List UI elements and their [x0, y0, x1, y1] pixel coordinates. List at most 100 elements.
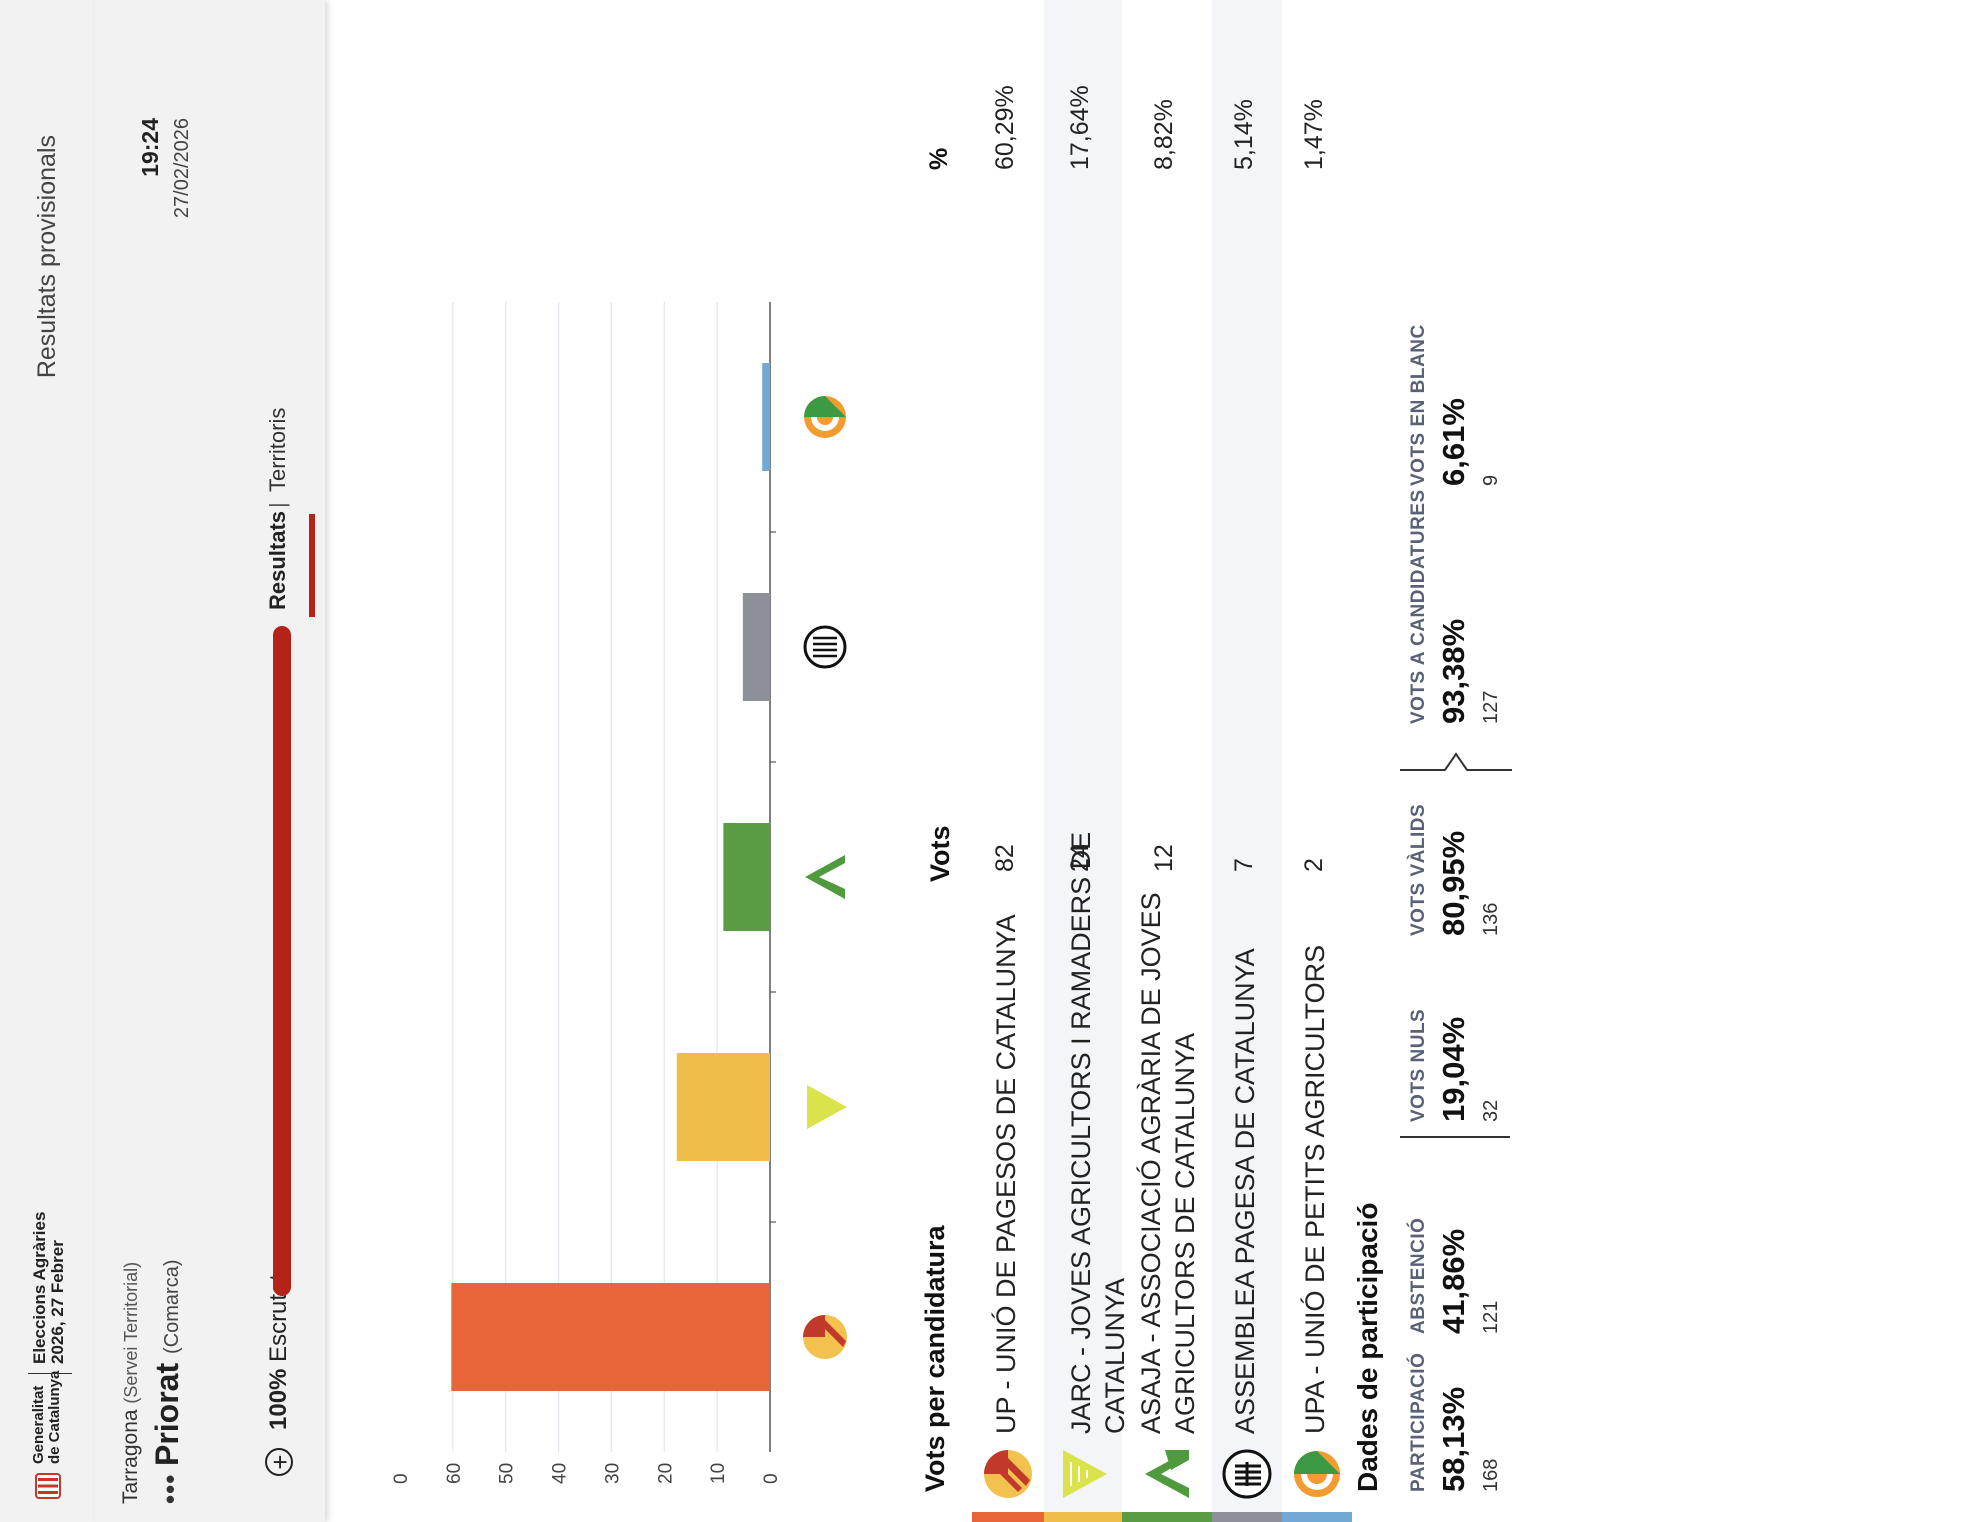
stat-count: 32 [1480, 1099, 1502, 1122]
jarc-logo-icon [1063, 1450, 1107, 1498]
app-title-line-1: Eleccions Agràries [30, 1211, 49, 1364]
candidate-votes: 82 [991, 844, 1019, 872]
stat-label: VOTS A CANDIDATURES [1408, 489, 1429, 724]
votes-bar-chart: 0 10 20 30 40 50 60 0 [391, 302, 847, 1484]
assemblea-logo-icon [803, 625, 847, 669]
comarca-name: Priorat [149, 1362, 185, 1466]
legend-color-assemblea [1212, 1512, 1282, 1522]
candidate-name: UPA - UNIÓ DE PETITS AGRICULTORS [1300, 944, 1330, 1434]
upa-logo-icon [1294, 1451, 1340, 1497]
app-title: Eleccions Agràries 2026, 27 Febrer [30, 1211, 67, 1364]
stat-percent: 19,04% [1436, 1016, 1471, 1122]
app-title-line-2: 2026, 27 Febrer [48, 1240, 67, 1364]
scrutiny-status: 100% Escrutat [265, 1274, 293, 1430]
legend-color-up [972, 1512, 1044, 1522]
tab-results[interactable]: Resultats [265, 510, 290, 610]
votes-section-title: Vots per candidatura [920, 1225, 950, 1492]
more-options-icon[interactable]: ••• [155, 1473, 185, 1504]
chart-bar [723, 823, 771, 931]
candidate-votes: 7 [1230, 858, 1258, 872]
percent-column-header: % [925, 147, 953, 170]
participation-title: Dades de participació [1352, 1202, 1383, 1492]
stat-label: ABSTENCIÓ [1408, 1217, 1429, 1334]
votes-column-header: Vots [925, 825, 955, 882]
location-bar: Tarragona (Servei Territorial) ••• Prior… [95, 0, 325, 1522]
stat-percent: 80,95% [1436, 830, 1471, 936]
candidate-percent: 60,29% [991, 85, 1019, 170]
stat-count: 136 [1480, 902, 1502, 936]
jarc-logo-icon [807, 1085, 847, 1129]
update-date: 27/02/2026 [171, 118, 193, 219]
y-tick-label: 10 [708, 1463, 729, 1484]
comarca-type: (Comarca) [161, 1259, 183, 1354]
asaja-logo-icon [1145, 1450, 1189, 1498]
candidate-votes: 12 [1150, 844, 1178, 872]
brand-divider [28, 1373, 72, 1374]
tab-active-indicator [309, 514, 315, 617]
legend-color-asaja [1122, 1512, 1212, 1522]
tab-territories[interactable]: Territoris [265, 407, 290, 492]
y-tick-label: 50 [497, 1463, 518, 1484]
status-label: Resultats provisionals [33, 135, 61, 379]
candidate-percent: 8,82% [1150, 99, 1178, 170]
stat-percent: 6,61% [1436, 398, 1471, 486]
y-tick-label: 0 [391, 1473, 412, 1484]
stat-percent: 58,13% [1436, 1386, 1471, 1492]
generalitat-logo-icon [35, 1473, 61, 1499]
brand-name: Generalitat de Catalunya [30, 1370, 63, 1464]
brand-line-1: Generalitat [30, 1385, 47, 1464]
region-type: (Servei Territorial) [121, 1261, 141, 1404]
candidate-row: UP - UNIÓ DE PAGESOS DE CATALUNYA 82 60,… [972, 0, 1044, 1522]
chart-bar [451, 1283, 771, 1391]
stat-divider [1400, 1136, 1510, 1138]
y-tick-label: 60 [444, 1463, 465, 1484]
up-logo-icon [803, 1315, 847, 1359]
expand-plus-icon[interactable]: + [265, 1448, 295, 1476]
stat-label: PARTICIPACIÓ [1408, 1352, 1429, 1492]
legend-color-upa [1282, 1512, 1352, 1522]
region-breadcrumb[interactable]: Tarragona (Servei Territorial) [119, 1262, 143, 1504]
candidate-name: UP - UNIÓ DE PAGESOS DE CATALUNYA [991, 914, 1021, 1434]
candidate-row: ASSEMBLEA PAGESA DE CATALUNYA 7 5,14% [1212, 0, 1282, 1522]
stat-count: 9 [1480, 474, 1502, 486]
y-tick-label: 30 [602, 1463, 623, 1484]
upa-logo-icon [804, 396, 846, 438]
candidate-percent: 5,14% [1230, 99, 1258, 170]
stat-count: 121 [1480, 1300, 1502, 1334]
top-bar: Generalitat de Catalunya Eleccions Agràr… [0, 0, 96, 1522]
scrutiny-progress-bar [273, 626, 291, 1296]
stat-count: 168 [1480, 1458, 1502, 1492]
region-name: Tarragona [119, 1409, 142, 1504]
y-tick-label: 40 [550, 1463, 571, 1484]
stat-percent: 93,38% [1436, 618, 1471, 724]
update-time: 19:24 [137, 118, 163, 177]
candidate-name: ASSEMBLEA PAGESA DE CATALUNYA [1230, 948, 1260, 1434]
scrutiny-percent: 100% [265, 1368, 292, 1430]
candidate-percent: 17,64% [1066, 85, 1094, 170]
y-tick-label: 20 [655, 1463, 676, 1484]
stat-percent: 41,86% [1436, 1228, 1471, 1334]
stat-divider-chevron [1400, 752, 1512, 771]
candidate-row: ASAJA - ASSOCIACIÓ AGRÀRIA DE JOVES AGRI… [1122, 0, 1212, 1522]
comarca-title: Priorat (Comarca) [149, 1260, 186, 1466]
y-tick-label: 0 [761, 1473, 782, 1484]
asaja-logo-icon [805, 855, 845, 899]
chart-bar [676, 1053, 771, 1161]
chart-bar [742, 593, 770, 701]
candidate-percent: 1,47% [1300, 99, 1328, 170]
candidate-votes: 2 [1300, 858, 1328, 872]
stat-label: VOTS EN BLANC [1408, 324, 1429, 486]
candidate-row: UPA - UNIÓ DE PETITS AGRICULTORS 2 1,47% [1282, 0, 1352, 1522]
up-logo-icon [984, 1450, 1032, 1498]
stat-label: VOTS NULS [1408, 1008, 1429, 1122]
legend-color-jarc [1044, 1512, 1122, 1522]
candidate-name: ASAJA - ASSOCIACIÓ AGRÀRIA DE JOVES AGRI… [1136, 892, 1200, 1434]
tab-separator: | [265, 502, 290, 508]
stat-count: 127 [1480, 690, 1502, 724]
candidate-votes: 24 [1066, 844, 1094, 872]
candidate-row: JARC - JOVES AGRICULTORS I RAMADERS DE C… [1044, 0, 1130, 1522]
brand-line-2: de Catalunya [46, 1370, 63, 1464]
assemblea-logo-icon [1222, 1449, 1272, 1499]
chart-bar [762, 363, 771, 471]
